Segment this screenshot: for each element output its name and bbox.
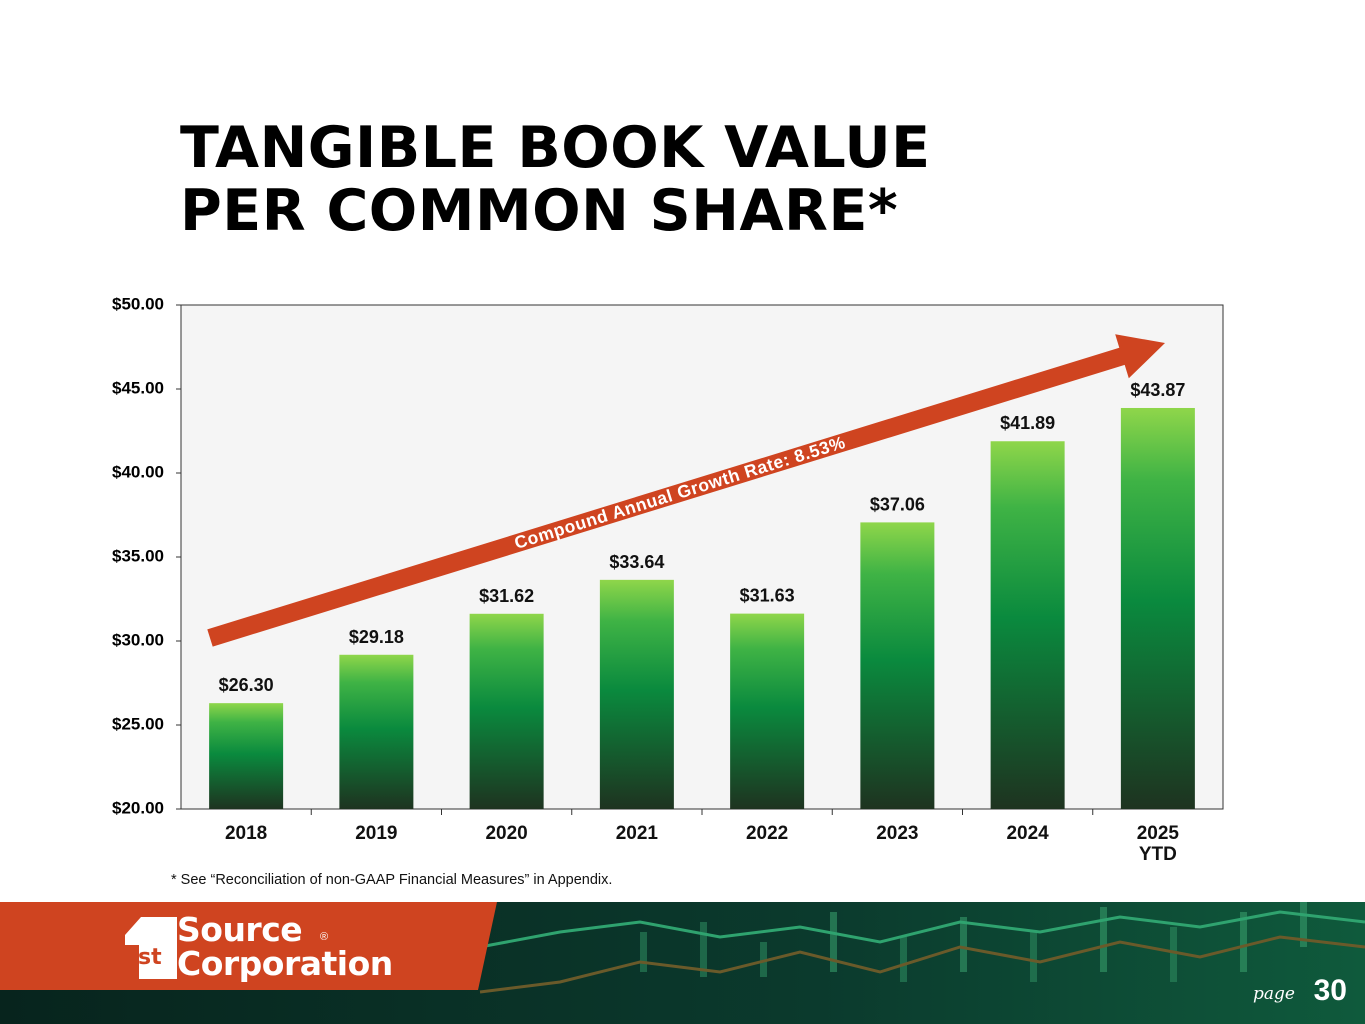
x-tick-label: 2024 <box>1006 823 1049 844</box>
page-title: TANGIBLE BOOK VALUE PER COMMON SHARE* <box>180 117 931 243</box>
y-tick-label: $25.00 <box>112 714 164 733</box>
logo-line-1: Source <box>177 910 303 949</box>
data-label: $31.63 <box>740 586 795 606</box>
company-logo: st Source ® Corporation <box>125 913 455 983</box>
bar-1 <box>339 654 414 809</box>
logo-line-2: Corporation <box>177 944 393 983</box>
y-tick-label: $40.00 <box>112 462 164 481</box>
x-tick-label: 2022 <box>746 823 788 844</box>
bar-3 <box>599 579 674 809</box>
data-label: $43.87 <box>1130 380 1185 400</box>
decorative-trend-line-2 <box>479 910 1365 949</box>
logo-mark-text: st <box>138 945 162 970</box>
footnote: * See “Reconciliation of non-GAAP Financ… <box>171 872 613 888</box>
tangible-book-value-chart: $20.00 $25.00 $30.00 $35.00 $40.00 $45.00 $50.… <box>112 294 1224 865</box>
bar-0 <box>209 703 284 809</box>
page-number: 30 <box>1313 974 1347 1007</box>
x-tick-label: 2019 <box>355 823 397 844</box>
page-label: page <box>1253 984 1295 1004</box>
bar-2 <box>469 613 544 809</box>
y-tick-label: $45.00 <box>112 378 164 397</box>
x-tick-label: YTD <box>1139 844 1177 865</box>
y-tick-label: $30.00 <box>112 630 164 649</box>
x-tick-label: 2023 <box>876 823 918 844</box>
bar-7 <box>1120 407 1195 809</box>
bar-6 <box>990 441 1065 809</box>
bar-4 <box>730 613 805 809</box>
x-tick-label: 2018 <box>225 823 267 844</box>
x-tick-label: 2020 <box>485 823 527 844</box>
bar-5 <box>860 522 935 809</box>
decorative-candles <box>640 902 1307 982</box>
cagr-arrow <box>207 334 1166 647</box>
data-label: $41.89 <box>1000 413 1055 433</box>
data-label: $29.18 <box>349 627 404 647</box>
footer-banner <box>0 902 1365 1024</box>
x-tick-label: 2021 <box>616 823 659 844</box>
logo-registered-mark: ® <box>320 931 329 943</box>
decorative-trend-line <box>479 935 1365 994</box>
data-label: $37.06 <box>870 494 925 514</box>
title-line-1: TANGIBLE BOOK VALUE <box>180 115 931 181</box>
x-tick-label: 2025 <box>1137 823 1180 844</box>
data-label: $26.30 <box>219 675 274 695</box>
y-tick-label: $35.00 <box>112 546 164 565</box>
brand-panel <box>0 902 497 990</box>
title-line-2: PER COMMON SHARE* <box>180 178 899 244</box>
data-label: $33.64 <box>609 552 664 572</box>
data-label: $31.62 <box>479 586 534 606</box>
y-tick-label: $50.00 <box>112 294 164 313</box>
y-tick-label: $20.00 <box>112 798 164 817</box>
logo-mark-icon <box>125 917 177 979</box>
